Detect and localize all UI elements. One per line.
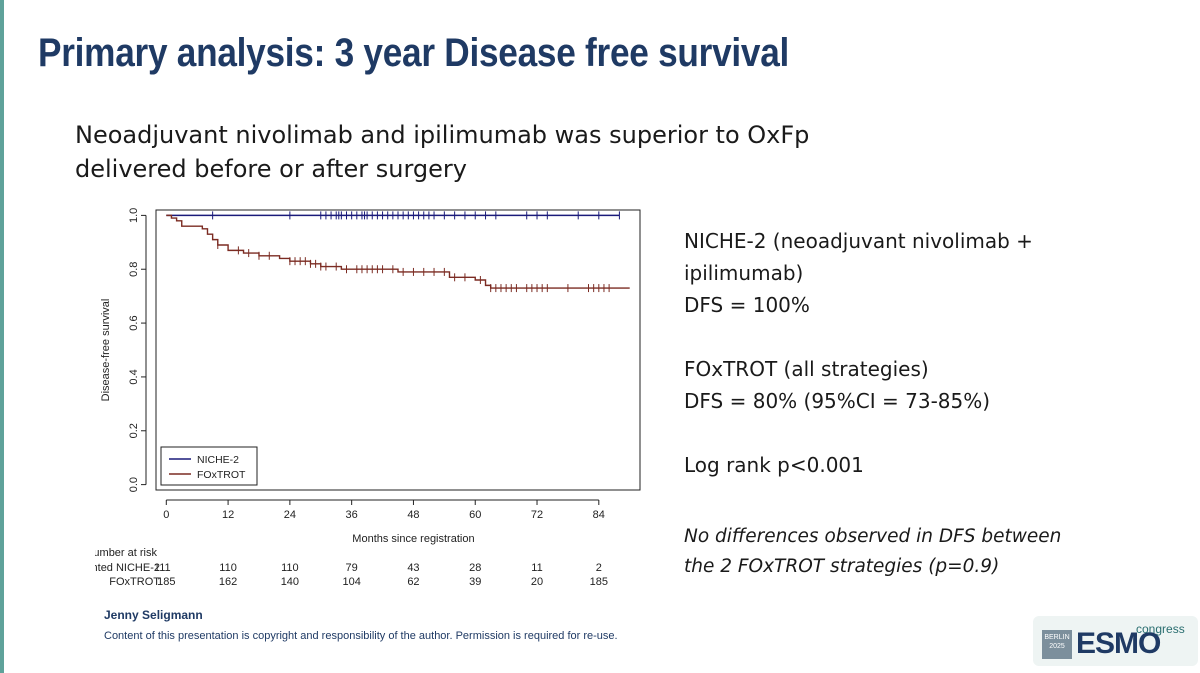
x-tick-label: 48	[407, 509, 419, 521]
author-name: Jenny Seligmann	[104, 608, 203, 622]
plot-frame	[155, 209, 641, 491]
x-tick-label: 24	[284, 509, 296, 521]
km-chart: 0 12 24 36 48 60 72 84 Months since registration…	[95, 200, 655, 600]
strategies-note: No differences observed in DFS between t…	[684, 522, 1184, 582]
risk-value: 79	[346, 562, 358, 574]
slide-subtitle: Neoadjuvant nivolimab and ipilimumab was…	[75, 118, 855, 186]
series-line-foxtrot	[166, 214, 630, 289]
y-tick-label: 0.4	[128, 369, 140, 384]
subtitle-line-2: delivered before or after surgery	[75, 155, 467, 183]
risk-value: 185	[157, 576, 175, 588]
foxtrot-summary: FOxTROT (all strategies) DFS = 80% (95%C…	[684, 353, 1184, 417]
logo-city-badge: BERLIN 2025	[1042, 630, 1072, 659]
risk-value: 185	[590, 576, 608, 588]
y-axis-title: Disease-free survival	[100, 299, 112, 402]
logo-congress: congress	[1136, 622, 1185, 636]
risk-value: 140	[281, 576, 299, 588]
subtitle-line-1: Neoadjuvant nivolimab and ipilimumab was…	[75, 121, 810, 149]
risk-table-header: Number at risk	[95, 547, 157, 559]
risk-value: 20	[531, 576, 543, 588]
logo-city-line-1: BERLIN	[1044, 634, 1070, 641]
y-tick-label: 0.2	[128, 423, 140, 438]
niche-summary: NICHE-2 (neoadjuvant nivolimab + ipilimu…	[684, 225, 1184, 321]
risk-value: 110	[281, 562, 299, 574]
risk-value: 111	[154, 562, 171, 574]
risk-value: 43	[407, 562, 419, 574]
risk-value: 110	[219, 562, 237, 574]
x-axis-title: Months since registration	[352, 533, 474, 545]
y-tick-label: 0.0	[128, 477, 140, 492]
risk-value: 28	[469, 562, 481, 574]
esmo-congress-logo: BERLIN 2025 ESMO congress	[1033, 616, 1198, 666]
x-tick-label: 72	[531, 509, 543, 521]
risk-row-label: unweighted NICHE-2	[95, 562, 160, 574]
x-tick-label: 0	[163, 509, 169, 521]
slide-accent-strip	[0, 0, 4, 673]
logrank-summary: Log rank p<0.001	[684, 449, 1184, 481]
x-tick-label: 84	[593, 509, 605, 521]
y-tick-label: 0.6	[128, 315, 140, 330]
note-line-1: No differences observed in DFS between	[684, 526, 1062, 547]
y-tick-label: 1.0	[128, 208, 140, 223]
legend-box	[160, 446, 258, 486]
legend-label-foxtrot: FOxTROT	[197, 469, 246, 481]
risk-row-label: FOxTROT	[109, 576, 160, 588]
risk-value: 162	[219, 576, 237, 588]
niche-summary-line-1: NICHE-2 (neoadjuvant nivolimab +	[684, 229, 1033, 253]
risk-value: 39	[469, 576, 481, 588]
x-tick-label: 36	[346, 509, 358, 521]
logo-brand: ESMO	[1076, 627, 1161, 660]
niche-summary-line-3: DFS = 100%	[684, 293, 810, 317]
x-tick-label: 60	[469, 509, 481, 521]
summary-panel: NICHE-2 (neoadjuvant nivolimab + ipilimu…	[684, 225, 1184, 513]
risk-value: 104	[342, 576, 360, 588]
copyright-notice: Content of this presentation is copyrigh…	[104, 630, 618, 642]
y-tick-label: 0.8	[128, 262, 140, 277]
slide-title: Primary analysis: 3 year Disease free su…	[38, 31, 790, 75]
risk-value: 11	[531, 562, 542, 574]
risk-value: 2	[596, 562, 602, 574]
note-line-2: the 2 FOxTROT strategies (p=0.9)	[684, 556, 1000, 577]
logrank-text: Log rank p<0.001	[684, 453, 864, 477]
logo-city-line-2: 2025	[1049, 643, 1065, 650]
legend-label-niche-2: NICHE-2	[197, 454, 239, 466]
risk-value: 62	[407, 576, 419, 588]
km-chart-svg: 0 12 24 36 48 60 72 84 Months since registration…	[95, 208, 641, 588]
x-tick-label: 12	[222, 509, 234, 521]
niche-summary-line-2: ipilimumab)	[684, 261, 804, 285]
foxtrot-summary-line-1: FOxTROT (all strategies)	[684, 357, 929, 381]
foxtrot-summary-line-2: DFS = 80% (95%CI = 73-85%)	[684, 389, 991, 413]
